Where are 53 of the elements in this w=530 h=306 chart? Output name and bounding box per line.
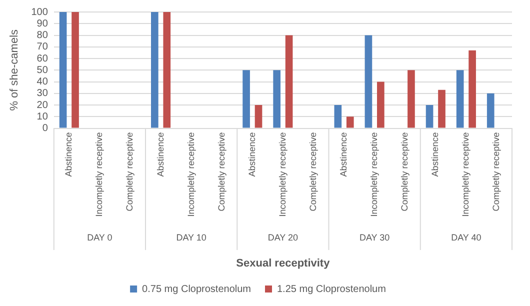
bar <box>151 12 158 128</box>
bar <box>254 105 262 128</box>
y-tick-label: 20 <box>36 100 48 111</box>
bar <box>456 70 464 128</box>
y-tick-label: 100 <box>31 6 48 18</box>
y-tick-label: 50 <box>36 64 48 76</box>
bar <box>377 82 384 128</box>
bar <box>486 93 494 128</box>
y-axis-title: % of she-camels <box>8 28 21 111</box>
x-tick-label: Incompletly receptive <box>460 132 471 217</box>
x-tick-label: Abstinence <box>64 132 74 177</box>
bar <box>438 90 446 128</box>
x-tick-label: Completly receptive <box>400 132 410 212</box>
x-tick-label: Completly receptive <box>216 132 226 212</box>
x-tick-label: Incompletly receptive <box>186 132 196 217</box>
y-tick-label: 90 <box>36 18 48 30</box>
bar <box>242 70 250 128</box>
y-tick-label: 10 <box>36 111 48 122</box>
x-tick-label: Abstinence <box>246 132 257 177</box>
bar <box>364 35 372 128</box>
bar <box>468 50 476 128</box>
x-tick-label: Completly receptive <box>491 132 502 212</box>
y-tick-label: 80 <box>36 30 48 41</box>
text: DAY 20 <box>268 232 298 242</box>
x-axis-title: Sexual receptivity <box>236 257 331 270</box>
y-tick-label: 60 <box>36 53 48 64</box>
bar <box>408 70 415 128</box>
x-tick-label: Abstinence <box>155 132 166 177</box>
bar <box>273 70 280 128</box>
bar <box>163 12 171 128</box>
bar <box>426 105 434 128</box>
text: DAY 10 <box>176 232 206 242</box>
bar <box>285 35 293 128</box>
legend-label: 0.75 mg Cloprostenolum <box>142 284 252 295</box>
text: DAY 0 <box>87 232 112 242</box>
bar <box>72 12 79 128</box>
bar <box>346 116 354 128</box>
bar <box>59 12 67 128</box>
bar <box>334 105 342 128</box>
x-tick-label: Completly receptive <box>308 132 318 212</box>
x-tick-label: Completly receptive <box>124 132 135 212</box>
x-tick-label: Incompletly receptive <box>369 132 380 217</box>
x-tick-label: Incompletly receptive <box>94 132 104 217</box>
y-tick-label: 0 <box>42 123 48 134</box>
y-tick-label: 40 <box>36 76 48 88</box>
text: DAY 40 <box>451 232 482 242</box>
legend-label: 1.25 mg Cloprostenolum <box>277 284 386 295</box>
text: DAY 30 <box>359 232 390 242</box>
y-tick-label: 70 <box>36 42 48 53</box>
x-tick-label: Incompletly receptive <box>277 132 288 217</box>
y-tick-label: 30 <box>36 88 48 100</box>
x-tick-label: Abstinence <box>430 132 440 177</box>
x-tick-label: Abstinence <box>338 132 349 177</box>
